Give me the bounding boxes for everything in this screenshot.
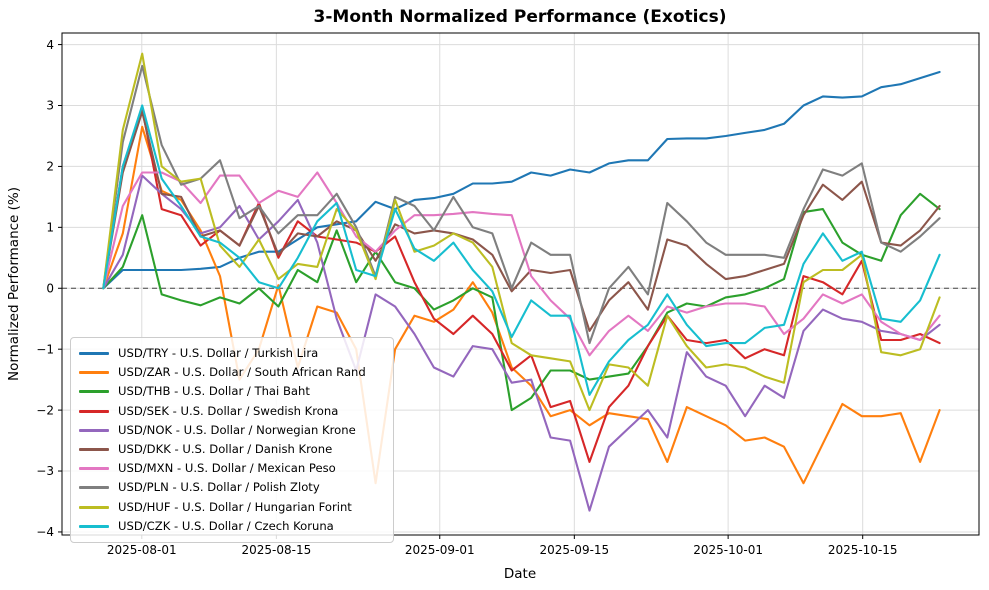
legend-item: USD/NOK - U.S. Dollar / Norwegian Krone: [79, 421, 385, 440]
series-line-USD-MXN: [102, 171, 941, 357]
legend-label: USD/TRY - U.S. Dollar / Turkish Lira: [118, 346, 319, 360]
x-tick-label: 2025-09-15: [539, 543, 609, 557]
y-tick-label: 2: [46, 160, 54, 174]
legend-label: USD/HUF - U.S. Dollar / Hungarian Forint: [118, 499, 352, 514]
x-tick-label: 2025-08-15: [241, 543, 311, 557]
chart-title: 3-Month Normalized Performance (Exotics): [314, 7, 727, 27]
axis-ticks: 2025-08-01 2025-08-15 2025-09-01 2025-09-15…: [36, 38, 897, 557]
y-tick-label: 1: [46, 221, 54, 235]
legend-line-swatch: [79, 352, 109, 356]
plot-area-border: [61, 32, 980, 536]
y-tick-label: −3: [36, 464, 54, 478]
y-tick-label: 4: [46, 38, 54, 52]
y-axis-label: Normalized Performance (%): [6, 187, 22, 381]
legend-label: USD/ZAR - U.S. Dollar / South African Ra…: [118, 365, 366, 380]
series-line-USD-CZK: [102, 104, 941, 396]
legend-item: USD/ZAR - U.S. Dollar / South African Ra…: [79, 363, 385, 382]
legend-line-swatch: [79, 371, 109, 375]
legend-line-swatch: [79, 428, 109, 432]
y-tick-label: 3: [46, 99, 54, 113]
legend-label: USD/CZK - U.S. Dollar / Czech Koruna: [118, 518, 334, 533]
x-tick-label: 2025-10-01: [693, 543, 763, 557]
legend-line-swatch: [79, 524, 109, 528]
legend-item: USD/SEK - U.S. Dollar / Swedish Krona: [79, 402, 385, 421]
legend-line-swatch: [79, 505, 109, 509]
series-line-USD-NOK: [102, 174, 941, 512]
legend-item: USD/PLN - U.S. Dollar / Polish Zloty: [79, 478, 385, 497]
legend: USD/TRY - U.S. Dollar / Turkish Lira USD/…: [70, 337, 394, 543]
legend-item: USD/HUF - U.S. Dollar / Hungarian Forint: [79, 498, 385, 517]
y-tick-label: 0: [46, 281, 54, 295]
legend-item: USD/DKK - U.S. Dollar / Danish Krone: [79, 440, 385, 459]
x-tick-label: 2025-10-15: [828, 543, 898, 557]
series-line-USD-TRY: [102, 70, 941, 290]
y-tick-label: −4: [36, 525, 54, 539]
legend-line-swatch: [79, 486, 109, 490]
y-tick-label: −2: [36, 403, 54, 417]
legend-label: USD/NOK - U.S. Dollar / Norwegian Krone: [118, 422, 356, 437]
legend-item: USD/TRY - U.S. Dollar / Turkish Lira: [79, 344, 385, 363]
legend-line-swatch: [79, 390, 109, 394]
legend-label: USD/DKK - U.S. Dollar / Danish Krone: [118, 441, 333, 456]
legend-item: USD/THB - U.S. Dollar / Thai Baht: [79, 382, 385, 401]
x-axis-label: Date: [504, 566, 536, 582]
legend-item: USD/CZK - U.S. Dollar / Czech Koruna: [79, 517, 385, 536]
legend-label: USD/THB - U.S. Dollar / Thai Baht: [118, 384, 310, 399]
legend-label: USD/SEK - U.S. Dollar / Swedish Krona: [118, 403, 339, 418]
legend-label: USD/PLN - U.S. Dollar / Polish Zloty: [118, 480, 320, 495]
x-tick-label: 2025-08-01: [107, 543, 177, 557]
y-tick-label: −1: [36, 342, 54, 356]
legend-item: USD/MXN - U.S. Dollar / Mexican Peso: [79, 459, 385, 478]
series-lines: [102, 52, 941, 512]
series-line-USD-DKK: [102, 110, 941, 332]
legend-line-swatch: [79, 409, 109, 413]
legend-label: USD/MXN - U.S. Dollar / Mexican Peso: [118, 461, 336, 476]
series-line-USD-PLN: [102, 64, 941, 345]
x-tick-label: 2025-09-01: [405, 543, 475, 557]
legend-line-swatch: [79, 448, 109, 452]
legend-line-swatch: [79, 467, 109, 471]
